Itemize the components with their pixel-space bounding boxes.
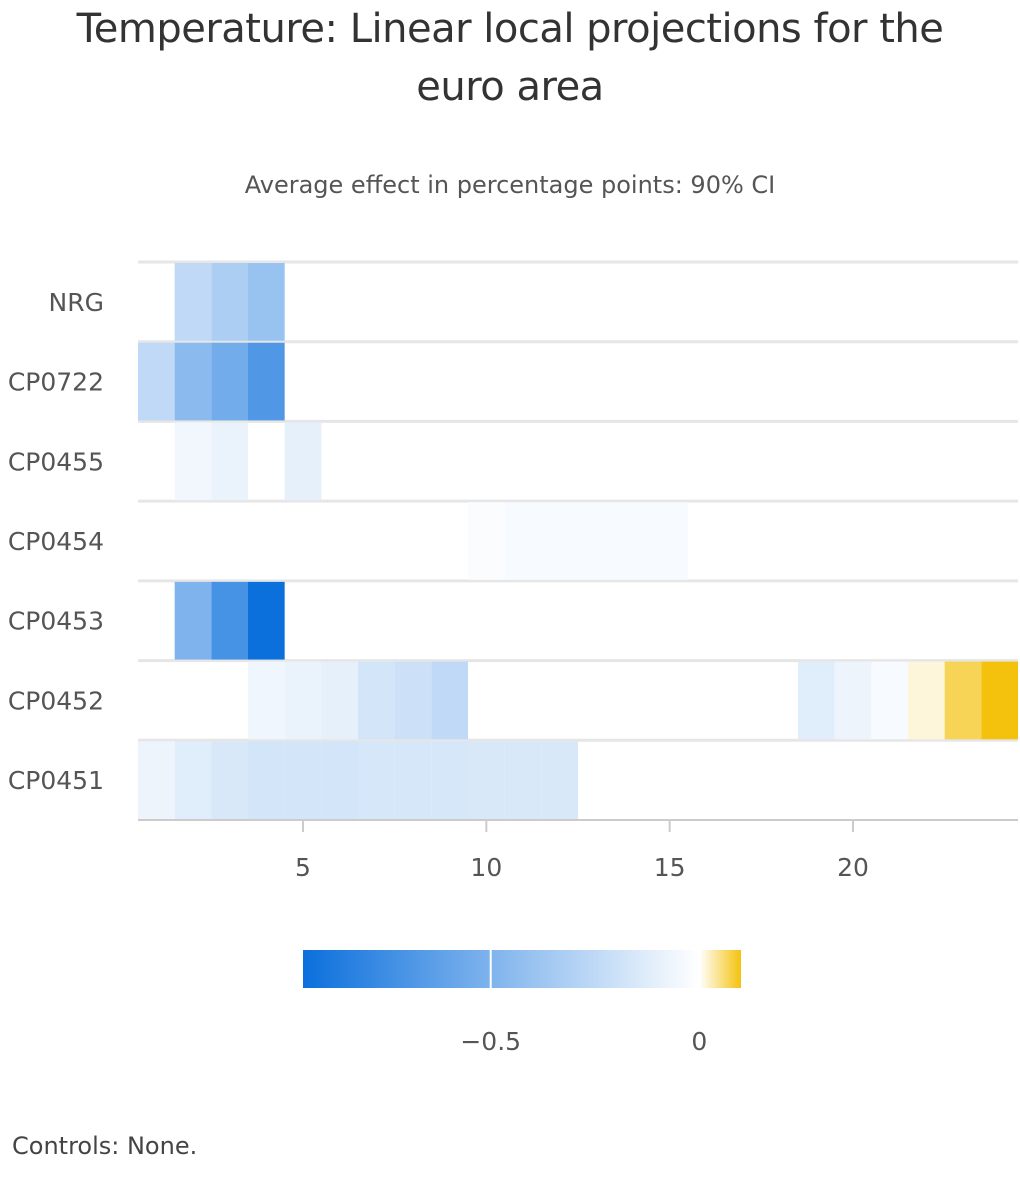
heatmap-cell[interactable] [321, 661, 358, 740]
heatmap-cell[interactable] [541, 741, 578, 819]
legend-tick-label: 0 [691, 1027, 707, 1056]
x-tick-label: 20 [837, 853, 869, 882]
heatmap-cell[interactable] [248, 263, 285, 341]
heatmap-cell[interactable] [284, 661, 322, 740]
heatmap-cell[interactable] [541, 502, 578, 580]
heatmap-cell[interactable] [284, 741, 322, 819]
heatmap-cell[interactable] [358, 661, 395, 740]
y-tick-label: CP0451 [8, 766, 104, 795]
y-tick-label: CP0452 [8, 686, 104, 715]
footnote: Controls: None. [12, 1132, 198, 1160]
chart-title-line: Temperature: Linear local projections fo… [76, 6, 944, 52]
heatmap-cell[interactable] [614, 502, 652, 580]
y-tick-label: CP0722 [8, 368, 104, 397]
heatmap-cell[interactable] [248, 741, 285, 819]
heatmap-cell[interactable] [908, 661, 945, 740]
heatmap-cell[interactable] [174, 342, 212, 421]
heatmap-cell[interactable] [211, 422, 248, 501]
heatmap-cell[interactable] [321, 741, 358, 819]
color-legend: −0.5 0 [303, 950, 741, 1056]
heatmap-cell[interactable] [284, 422, 322, 501]
heatmap-cell[interactable] [871, 661, 908, 740]
axis-layer: NRG CP0722 CP0455 CP0454 CP0453 CP0452 CP0451 5… [8, 288, 869, 882]
heatmap-cell[interactable] [944, 661, 982, 740]
heatmap-cell[interactable] [174, 422, 212, 501]
heatmap-cell[interactable] [248, 342, 285, 421]
heatmap-cell[interactable] [174, 263, 212, 341]
y-tick-label: CP0455 [8, 447, 104, 476]
heatmap-cell[interactable] [394, 661, 432, 740]
cell-layer [138, 263, 1018, 819]
heatmap-cell[interactable] [248, 581, 285, 660]
heatmap-cell[interactable] [578, 502, 615, 580]
heatmap-cell[interactable] [504, 741, 542, 819]
heatmap-cell[interactable] [174, 741, 212, 819]
heatmap-cell[interactable] [981, 661, 1018, 740]
heatmap-cell[interactable] [504, 502, 542, 580]
heatmap-cell[interactable] [211, 342, 248, 421]
heatmap-cell[interactable] [468, 502, 505, 580]
grid-layer [138, 260, 1018, 821]
x-tick-label: 10 [470, 853, 502, 882]
heatmap-cell[interactable] [468, 741, 505, 819]
x-tick-label: 5 [295, 853, 311, 882]
y-tick-label: CP0453 [8, 607, 104, 636]
color-legend-bar [303, 950, 741, 988]
heatmap-cell[interactable] [174, 581, 212, 660]
heatmap-cell[interactable] [211, 741, 248, 819]
chart-subtitle: Average effect in percentage points: 90%… [244, 171, 776, 199]
chart-title-line: euro area [416, 64, 604, 110]
heatmap-cell[interactable] [248, 661, 285, 740]
legend-tick-label: −0.5 [460, 1027, 521, 1056]
y-tick-label: CP0454 [8, 527, 104, 556]
y-tick-label: NRG [49, 288, 104, 317]
heatmap-cell[interactable] [798, 661, 835, 740]
heatmap-cell[interactable] [358, 741, 395, 819]
heatmap-cell[interactable] [431, 661, 468, 740]
heatmap-cell[interactable] [431, 741, 468, 819]
heatmap-cell[interactable] [394, 741, 432, 819]
chart-title: Temperature: Linear local projections fo… [0, 0, 1020, 116]
heatmap-cell[interactable] [138, 342, 175, 421]
heatmap-cell[interactable] [834, 661, 872, 740]
heatmap-cell[interactable] [651, 502, 688, 580]
heatmap-cell[interactable] [211, 263, 248, 341]
heatmap-cell[interactable] [211, 581, 248, 660]
heatmap-cell[interactable] [138, 741, 175, 819]
x-tick-label: 15 [654, 853, 686, 882]
